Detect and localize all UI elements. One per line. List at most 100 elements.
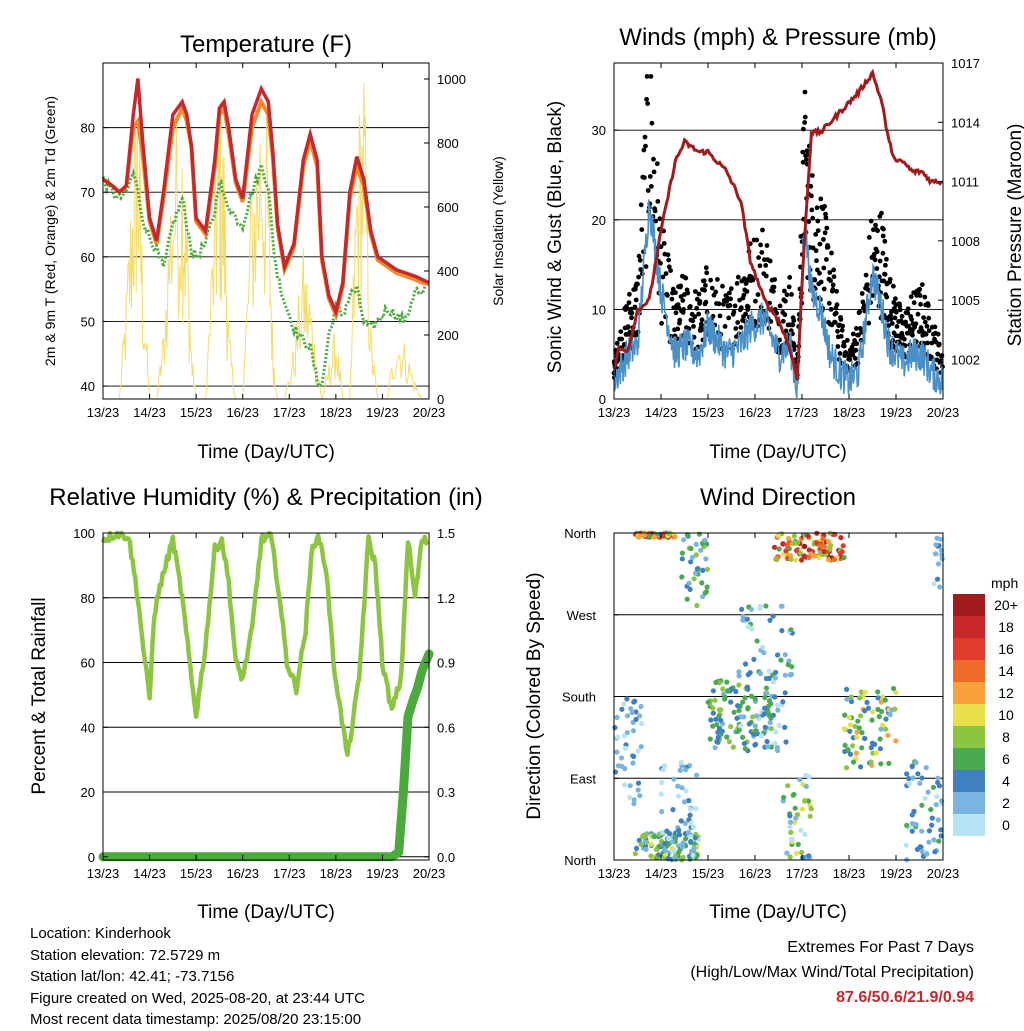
direction-point [825,557,832,563]
direction-point [772,740,778,747]
extremes-box: Extremes For Past 7 Days (High/Low/Max W… [690,935,974,1010]
y-tick-label-right: 1011 [951,175,979,190]
direction-point [882,697,888,703]
direction-point [687,833,694,839]
direction-point [776,546,782,552]
direction-point [677,832,683,838]
direction-tick-label: West [567,608,597,623]
gust-point [721,301,726,307]
extremes-values: 87.6/50.6/21.9/0.94 [836,989,974,1006]
direction-point [850,759,857,765]
direction-point [932,849,938,855]
x-tick-label: 16/23 [739,405,772,420]
direction-point [621,701,627,707]
direction-point [688,820,694,826]
gust-point [642,134,648,140]
gust-point [757,263,763,269]
gust-point [899,313,905,319]
direction-point [926,828,933,834]
gust-point [728,296,733,302]
direction-point [814,540,820,546]
direction-point [847,722,854,728]
gust-point [635,281,640,287]
y-tick-label: 40 [81,379,95,394]
temperature-title: Temperature (F) [180,31,352,58]
gust-point [828,278,833,284]
direction-point [878,761,884,767]
colorbar-label: 20+ [994,597,1018,613]
gust-point [870,293,875,298]
direction-point [679,550,686,556]
speed-colorbar: mph 20+ 18 16 14 12 10 8 6 4 2 0 [953,575,1018,836]
direction-point [795,539,801,545]
direction-point [728,699,734,705]
y-tick-label: 100 [73,526,95,541]
gust-point [777,303,783,309]
direction-point [754,638,760,644]
direction-point [817,542,823,549]
direction-point [919,828,925,834]
gust-point [732,303,738,309]
gust-point [850,331,856,337]
gust-point [823,215,829,221]
direction-point [693,552,699,558]
direction-point [933,802,939,808]
direction-point [742,746,748,752]
wind-plot-frame [613,62,944,400]
direction-point [885,732,891,738]
gust-point [666,257,672,263]
gust-point [821,265,827,271]
direction-point [919,848,925,854]
direction-point [660,767,666,773]
gust-point [802,120,808,125]
gust-point [618,329,624,334]
direction-point [792,805,798,811]
direction-point [762,724,768,730]
gust-point [703,283,708,288]
gust-point [831,274,837,280]
colorbar-title: mph [991,575,1018,591]
direction-point [738,723,744,729]
direction-point [794,812,801,818]
direction-point [845,747,851,754]
x-tick-label: 19/23 [366,866,399,881]
gust-point [791,318,797,323]
direction-point [785,783,791,789]
direction-point [787,824,793,830]
gust-point [888,316,894,322]
direction-point [688,559,694,565]
gust-point [763,273,769,279]
gust-point [810,245,816,251]
gust-point [753,298,758,304]
gust-point [701,278,707,284]
direction-point [690,824,697,830]
gust-point [743,311,748,317]
direction-point [931,580,937,587]
direction-point [939,556,945,562]
gust-point [880,250,886,256]
gust-point [790,322,796,328]
gust-point [704,270,710,276]
gust-point [745,304,751,310]
gust-point [866,320,872,326]
gust-point [932,324,938,330]
gust-point [716,301,722,307]
direction-point [929,815,935,821]
direction-point [741,714,747,720]
gust-point [694,305,700,311]
gust-point [782,288,787,294]
direction-xlabel: Time (Day/UTC) [709,902,847,923]
x-tick-label: 17/23 [786,405,819,420]
gust-point [835,328,840,334]
direction-point [770,712,777,718]
direction-point [725,688,731,694]
direction-point [770,679,777,685]
gust-point [844,337,850,343]
direction-point [919,775,925,781]
direction-point [694,772,700,778]
direction-point [771,544,778,550]
gust-point [834,302,840,308]
y-tick-label-right: 1008 [951,234,980,249]
gust-point [825,244,831,250]
direction-point [715,734,721,741]
